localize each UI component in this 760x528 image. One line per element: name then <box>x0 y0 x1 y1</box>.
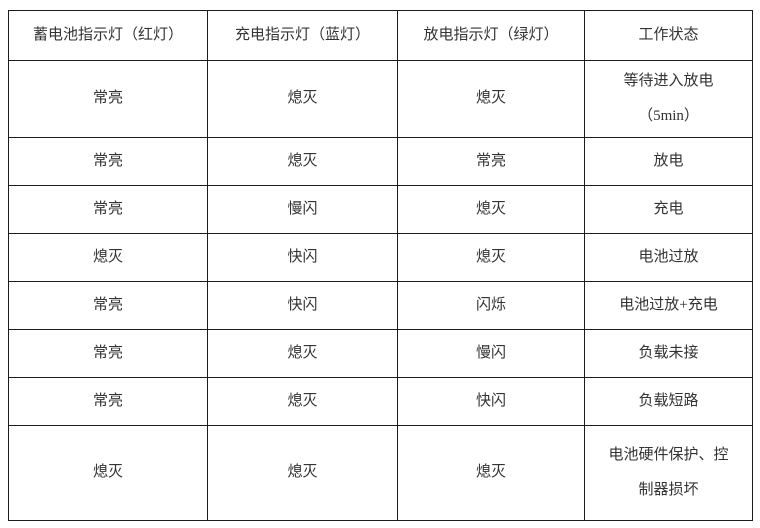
cell-discharge-led: 快闪 <box>397 377 585 426</box>
cell-work-status: 电池过放+充电 <box>584 281 753 330</box>
table-row: 熄灭 熄灭 熄灭 电池硬件保护、控 制器损坏 <box>8 425 753 521</box>
cell-work-status: 放电 <box>584 137 753 186</box>
cell-work-status: 负载短路 <box>584 377 753 426</box>
table-row: 常亮 熄灭 熄灭 等待进入放电 （5min） <box>8 60 753 138</box>
cell-battery-led: 常亮 <box>8 377 208 426</box>
cell-charge-led: 快闪 <box>207 281 398 330</box>
cell-discharge-led: 常亮 <box>397 137 585 186</box>
cell-discharge-led: 熄灭 <box>397 60 585 138</box>
cell-battery-led: 熄灭 <box>8 425 208 521</box>
cell-charge-led: 快闪 <box>207 233 398 282</box>
cell-discharge-led: 闪烁 <box>397 281 585 330</box>
cell-charge-led: 熄灭 <box>207 377 398 426</box>
table-row: 常亮 熄灭 快闪 负载短路 <box>8 377 753 426</box>
cell-battery-led: 常亮 <box>8 185 208 234</box>
table-row: 常亮 熄灭 慢闪 负载未接 <box>8 329 753 378</box>
indicator-status-table: 蓄电池指示灯（红灯） 充电指示灯（蓝灯） 放电指示灯（绿灯） 工作状态 常亮 熄… <box>8 10 753 521</box>
cell-discharge-led: 熄灭 <box>397 425 585 521</box>
column-header-work-status: 工作状态 <box>584 10 753 61</box>
cell-charge-led: 熄灭 <box>207 60 398 138</box>
cell-charge-led: 慢闪 <box>207 185 398 234</box>
cell-battery-led: 常亮 <box>8 329 208 378</box>
table-row: 常亮 慢闪 熄灭 充电 <box>8 185 753 234</box>
cell-charge-led: 熄灭 <box>207 137 398 186</box>
column-header-battery-led: 蓄电池指示灯（红灯） <box>8 10 208 61</box>
column-header-discharge-led: 放电指示灯（绿灯） <box>397 10 585 61</box>
column-header-charge-led: 充电指示灯（蓝灯） <box>207 10 398 61</box>
cell-battery-led: 常亮 <box>8 281 208 330</box>
cell-work-status: 电池过放 <box>584 233 753 282</box>
cell-work-status: 负载未接 <box>584 329 753 378</box>
table-header-row: 蓄电池指示灯（红灯） 充电指示灯（蓝灯） 放电指示灯（绿灯） 工作状态 <box>8 10 753 61</box>
cell-discharge-led: 熄灭 <box>397 185 585 234</box>
cell-charge-led: 熄灭 <box>207 329 398 378</box>
table-row: 常亮 快闪 闪烁 电池过放+充电 <box>8 281 753 330</box>
cell-work-status: 电池硬件保护、控 制器损坏 <box>584 425 753 521</box>
cell-discharge-led: 慢闪 <box>397 329 585 378</box>
cell-battery-led: 常亮 <box>8 137 208 186</box>
table-row: 熄灭 快闪 熄灭 电池过放 <box>8 233 753 282</box>
cell-work-status: 等待进入放电 （5min） <box>584 60 753 138</box>
cell-charge-led: 熄灭 <box>207 425 398 521</box>
cell-battery-led: 常亮 <box>8 60 208 138</box>
cell-discharge-led: 熄灭 <box>397 233 585 282</box>
cell-work-status: 充电 <box>584 185 753 234</box>
table-row: 常亮 熄灭 常亮 放电 <box>8 137 753 186</box>
cell-battery-led: 熄灭 <box>8 233 208 282</box>
